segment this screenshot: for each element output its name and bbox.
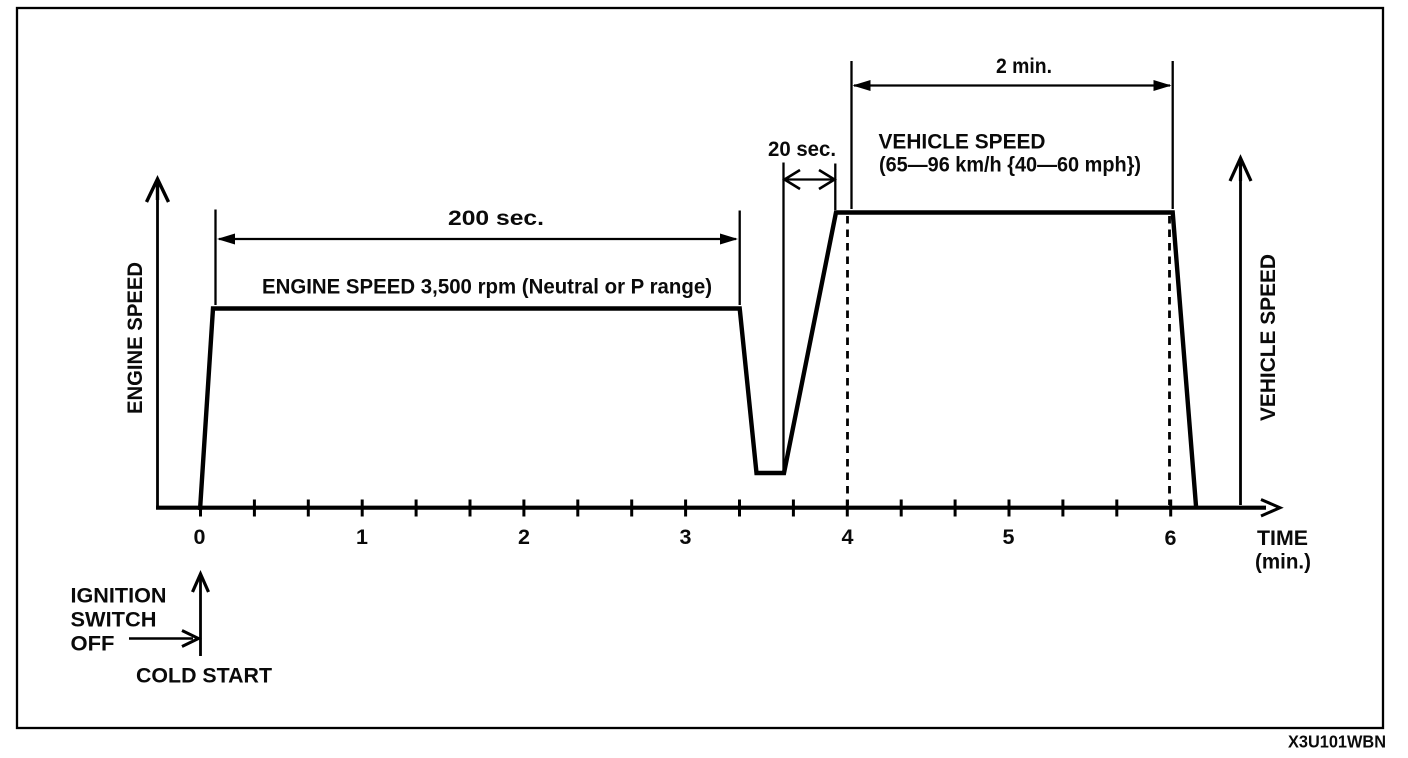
svg-text:1: 1	[356, 525, 368, 549]
svg-text:ENGINE SPEED: ENGINE SPEED	[123, 262, 147, 414]
svg-text:COLD START: COLD START	[136, 664, 272, 688]
svg-text:6: 6	[1165, 526, 1177, 550]
svg-text:(min.): (min.)	[1255, 550, 1311, 574]
svg-text:ENGINE SPEED 3,500 rpm (Neutra: ENGINE SPEED 3,500 rpm (Neutral or P ran…	[262, 275, 712, 299]
svg-text:5: 5	[1003, 525, 1015, 549]
svg-text:4: 4	[842, 525, 854, 549]
svg-text:3: 3	[680, 525, 692, 549]
svg-text:VEHICLE SPEED: VEHICLE SPEED	[879, 130, 1046, 154]
svg-text:0: 0	[194, 525, 206, 549]
svg-text:OFF: OFF	[71, 632, 115, 656]
svg-text:20 sec.: 20 sec.	[768, 137, 836, 161]
svg-text:200 sec.: 200 sec.	[448, 206, 544, 230]
svg-text:2 min.: 2 min.	[996, 54, 1052, 78]
svg-text:TIME: TIME	[1257, 526, 1308, 550]
svg-text:SWITCH: SWITCH	[71, 608, 157, 632]
svg-text:X3U101WBN: X3U101WBN	[1288, 732, 1386, 752]
svg-text:VEHICLE SPEED: VEHICLE SPEED	[1256, 254, 1280, 421]
svg-text:IGNITION: IGNITION	[71, 584, 167, 608]
svg-text:(65—96 km/h {40—60 mph}): (65—96 km/h {40—60 mph})	[879, 153, 1141, 177]
svg-text:2: 2	[518, 525, 530, 549]
